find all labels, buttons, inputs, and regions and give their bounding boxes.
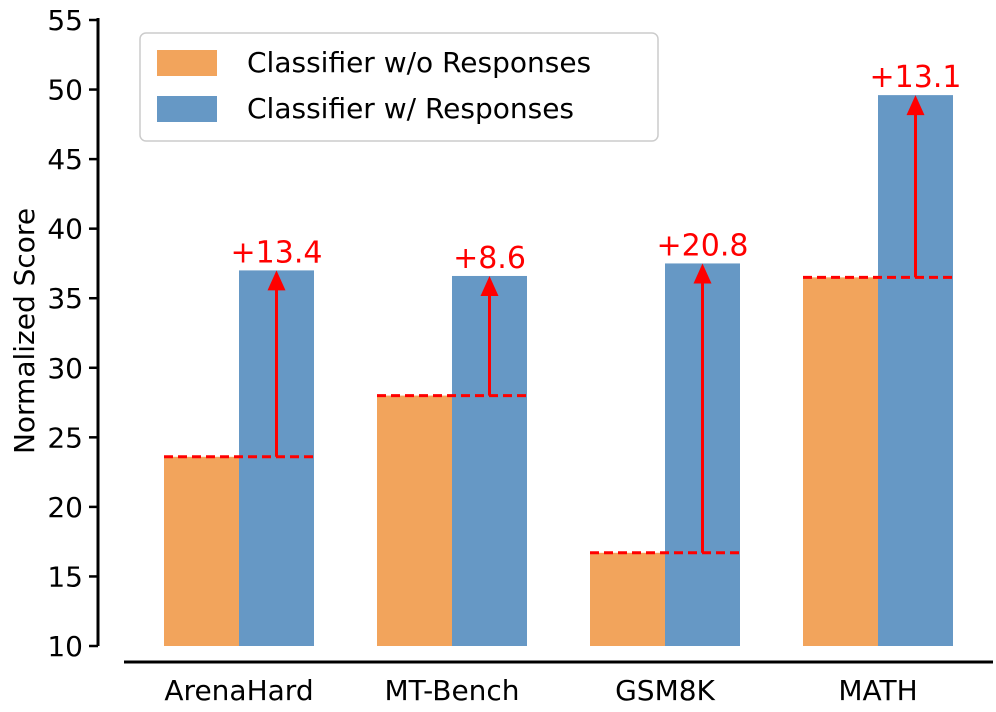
x-tick-label: MT-Bench bbox=[384, 674, 519, 707]
y-tick-label: 35 bbox=[47, 282, 83, 315]
y-tick-label: 40 bbox=[47, 213, 83, 246]
y-tick-label: 30 bbox=[47, 352, 83, 385]
bar-without-responses-arenahard bbox=[164, 456, 239, 646]
legend-swatch bbox=[157, 96, 217, 122]
improvement-label: +13.4 bbox=[231, 235, 323, 270]
legend-frame bbox=[139, 32, 659, 142]
improvement-arrow-head bbox=[267, 270, 286, 291]
y-tick-label: 15 bbox=[47, 560, 83, 593]
y-tick-label: 50 bbox=[47, 74, 83, 107]
y-tick-label: 20 bbox=[47, 491, 83, 524]
improvement-label: +13.1 bbox=[870, 60, 962, 95]
legend-entry-label: Classifier w/ Responses bbox=[247, 92, 574, 125]
axes-layer: ArenaHard MT-Bench GSM8K MATH 10 15 20 25 30 35 40… bbox=[47, 4, 993, 707]
improvement-arrow-head bbox=[906, 95, 925, 116]
improvement-arrow-head bbox=[480, 275, 499, 296]
legend-entry-label: Classifier w/o Responses bbox=[247, 46, 591, 79]
y-tick-label: 45 bbox=[47, 143, 83, 176]
bars-layer bbox=[164, 95, 953, 647]
legend-swatch bbox=[157, 50, 217, 76]
bar-without-responses-gsm8k bbox=[590, 552, 665, 646]
y-tick-label: 55 bbox=[47, 4, 83, 37]
x-tick-label: GSM8K bbox=[615, 674, 715, 707]
y-axis-label: Normalized Score bbox=[8, 208, 41, 454]
bar-without-responses-math bbox=[803, 277, 878, 646]
improvement-arrow-head bbox=[693, 263, 712, 284]
x-tick-label: ArenaHard bbox=[164, 674, 313, 707]
improvement-label: +20.8 bbox=[657, 228, 749, 263]
bar-without-responses-mt-bench bbox=[377, 395, 452, 646]
improvement-label: +8.6 bbox=[453, 241, 526, 276]
x-tick-label: MATH bbox=[838, 674, 917, 707]
annotations-layer: +13.4 +8.6 +20.8 +13.1 bbox=[164, 60, 962, 555]
legend: Classifier w/o Responses Classifier w/ Re… bbox=[139, 32, 659, 142]
y-tick-label: 10 bbox=[47, 630, 83, 663]
y-tick-label: 25 bbox=[47, 421, 83, 454]
